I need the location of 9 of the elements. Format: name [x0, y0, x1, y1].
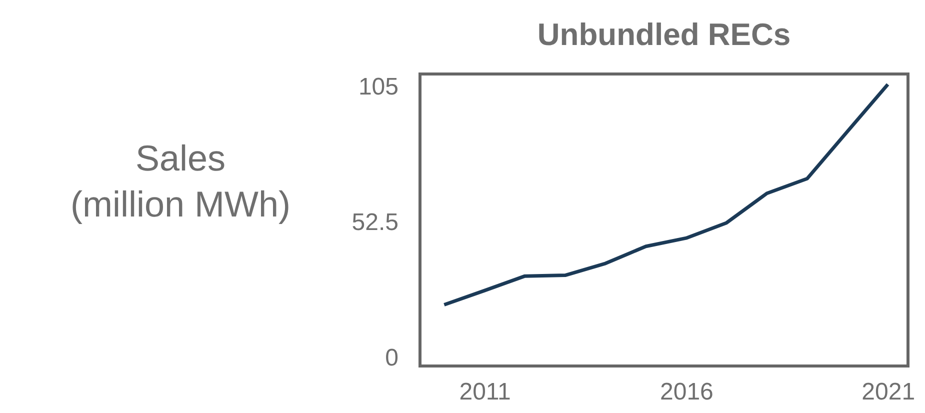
x-tick-label: 2016	[660, 378, 714, 406]
y-axis-title: Sales (million MWh)	[70, 138, 290, 224]
x-tick-label: 2021	[862, 378, 916, 406]
y-tick-label: 0	[385, 344, 398, 372]
line-series	[442, 82, 890, 307]
y-tick-label: 105	[358, 73, 398, 100]
chart-title: Unbundled RECs	[537, 17, 791, 52]
x-tick-label: 2011	[459, 378, 511, 406]
y-tick-label: 52.5	[352, 209, 398, 236]
